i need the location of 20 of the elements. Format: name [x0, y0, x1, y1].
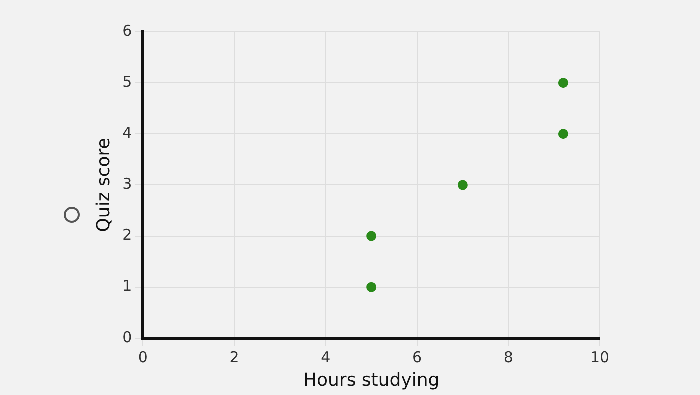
y-tick-label: 6 [122, 22, 132, 40]
point [366, 282, 377, 292]
x-tick-label: 0 [138, 348, 148, 366]
x-tick-label: 4 [321, 348, 331, 366]
x-tick-label: 10 [590, 348, 610, 366]
y-axis-title: Quiz score [93, 138, 114, 232]
y-tick-label: 2 [122, 226, 132, 244]
y-tick-label: 4 [122, 124, 132, 142]
y-tick-label: 0 [122, 328, 132, 346]
point [458, 180, 468, 190]
x-tick-label: 2 [230, 348, 240, 366]
point [558, 78, 568, 88]
y-tick-label: 1 [122, 277, 132, 296]
x-tick-label: 8 [504, 348, 514, 366]
y-tick-label: 3 [122, 175, 132, 194]
x-tick-label: 6 [412, 348, 422, 366]
point [366, 231, 377, 242]
y-tick-label: 5 [122, 72, 132, 91]
x-axis-title: Hours studying [303, 370, 440, 391]
point [558, 129, 568, 140]
